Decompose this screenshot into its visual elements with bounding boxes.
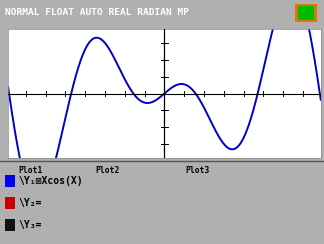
Bar bbox=[5, 219, 15, 231]
Text: Plot1: Plot1 bbox=[18, 166, 42, 175]
Bar bbox=[298, 6, 314, 20]
Text: \Y₁⊠Xcos(X): \Y₁⊠Xcos(X) bbox=[18, 176, 83, 186]
Text: \Y₂=: \Y₂= bbox=[18, 198, 41, 208]
Bar bbox=[5, 175, 15, 187]
Text: Plot2: Plot2 bbox=[95, 166, 119, 175]
Bar bbox=[5, 197, 15, 209]
Text: \Y₃=: \Y₃= bbox=[18, 220, 41, 230]
Text: NORMAL FLOAT AUTO REAL RADIAN MP: NORMAL FLOAT AUTO REAL RADIAN MP bbox=[5, 8, 189, 17]
Bar bbox=[295, 4, 317, 22]
Text: Plot3: Plot3 bbox=[185, 166, 209, 175]
